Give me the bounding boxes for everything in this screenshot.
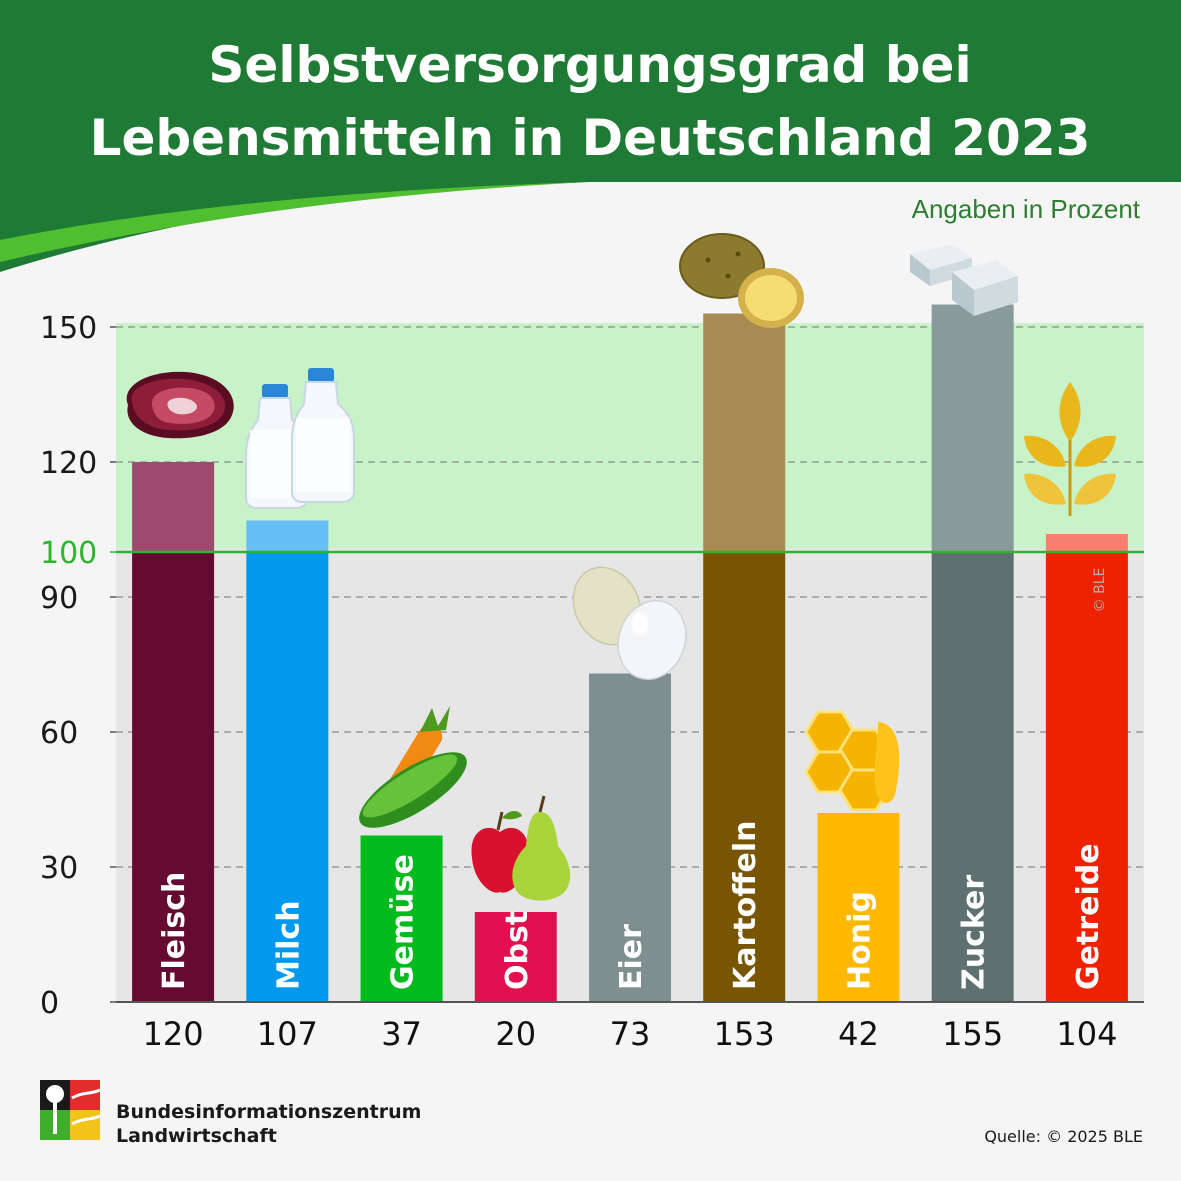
org-name-line-2: Landwirtschaft bbox=[116, 1125, 277, 1147]
y-tick-label-90: 90 bbox=[40, 581, 78, 616]
value-label-kartoffeln: 153 bbox=[714, 1015, 775, 1053]
category-label-kartoffeln: Kartoffeln bbox=[728, 820, 763, 990]
category-labels: Fleisch Milch Gemüse Obst Eier Kartoffeln Honi… bbox=[157, 820, 1106, 990]
bar-kartoffeln bbox=[703, 552, 786, 1002]
bar-milch bbox=[246, 552, 329, 1002]
bar-milch-above-100 bbox=[246, 520, 329, 552]
bzl-logo bbox=[40, 1080, 101, 1140]
bar-getreide bbox=[1045, 552, 1128, 1002]
value-labels: 120 107 37 20 73 153 42 155 104 bbox=[143, 1015, 1118, 1053]
value-label-fleisch: 120 bbox=[143, 1015, 204, 1053]
milk-bottles-icon bbox=[245, 368, 355, 509]
copyright-mark: © BLE bbox=[1092, 568, 1108, 613]
value-label-obst: 20 bbox=[495, 1015, 536, 1053]
bar-fleisch bbox=[132, 552, 215, 1002]
source-note: Quelle: © 2025 BLE bbox=[984, 1127, 1143, 1146]
eggs-icon bbox=[572, 566, 687, 680]
org-name-line-1: Bundesinformationszentrum bbox=[116, 1101, 421, 1123]
value-label-zucker: 155 bbox=[942, 1015, 1003, 1053]
apple-pear-icon bbox=[471, 795, 571, 901]
bar-honig bbox=[817, 813, 900, 1002]
sugar-cubes-icon bbox=[910, 244, 1018, 316]
y-tick-label-0: 0 bbox=[40, 986, 59, 1021]
value-label-eier: 73 bbox=[610, 1015, 651, 1053]
category-label-milch: Milch bbox=[271, 900, 306, 990]
value-label-gem-se: 37 bbox=[381, 1015, 422, 1053]
bar-kartoffeln-above-100 bbox=[703, 313, 786, 552]
bars bbox=[132, 304, 1128, 1002]
header-wave bbox=[0, 182, 590, 272]
wheat-ear-icon bbox=[1024, 382, 1116, 516]
bar-fleisch-above-100 bbox=[132, 462, 215, 552]
title-line-1: Selbstversorgungsgrad bei bbox=[208, 36, 971, 94]
carrot-cucumber-icon bbox=[359, 706, 467, 828]
category-label-fleisch: Fleisch bbox=[157, 872, 192, 990]
y-tick-label-60: 60 bbox=[40, 716, 78, 751]
bar-zucker bbox=[931, 552, 1014, 1002]
footer: Bundesinformationszentrum Landwirtschaft… bbox=[40, 1080, 1143, 1147]
header-band bbox=[0, 0, 1181, 182]
bar-zucker-above-100 bbox=[931, 304, 1014, 552]
y-tick-label-150: 150 bbox=[40, 311, 97, 346]
category-label-gem-se: Gemüse bbox=[386, 854, 421, 990]
bar-obst bbox=[474, 912, 557, 1002]
header: Selbstversorgungsgrad bei Lebensmitteln … bbox=[0, 0, 1181, 272]
y-tick-label-100: 100 bbox=[40, 536, 97, 571]
header-swoosh bbox=[0, 182, 590, 262]
category-label-eier: Eier bbox=[614, 924, 649, 990]
potatoes-icon bbox=[679, 233, 804, 328]
honeycomb-icon bbox=[804, 710, 900, 812]
bar-getreide-above-100 bbox=[1045, 534, 1128, 552]
y-axis: 0 30 60 90 100 120 150 bbox=[40, 311, 116, 1021]
y-tick-label-120: 120 bbox=[40, 446, 97, 481]
value-label-getreide: 104 bbox=[1056, 1015, 1117, 1053]
y-tick-label-30: 30 bbox=[40, 851, 78, 886]
bar-gem-se bbox=[360, 835, 443, 1002]
category-label-honig: Honig bbox=[842, 891, 877, 990]
value-label-milch: 107 bbox=[257, 1015, 318, 1053]
title-line-2: Lebensmitteln in Deutschland 2023 bbox=[90, 109, 1091, 167]
meat-icon bbox=[126, 371, 234, 439]
category-label-obst: Obst bbox=[500, 911, 535, 990]
category-label-zucker: Zucker bbox=[957, 875, 992, 990]
unit-note: Angaben in Prozent bbox=[912, 194, 1141, 224]
bar-eier bbox=[589, 673, 671, 1002]
category-label-getreide: Getreide bbox=[1071, 843, 1106, 990]
value-label-honig: 42 bbox=[838, 1015, 879, 1053]
